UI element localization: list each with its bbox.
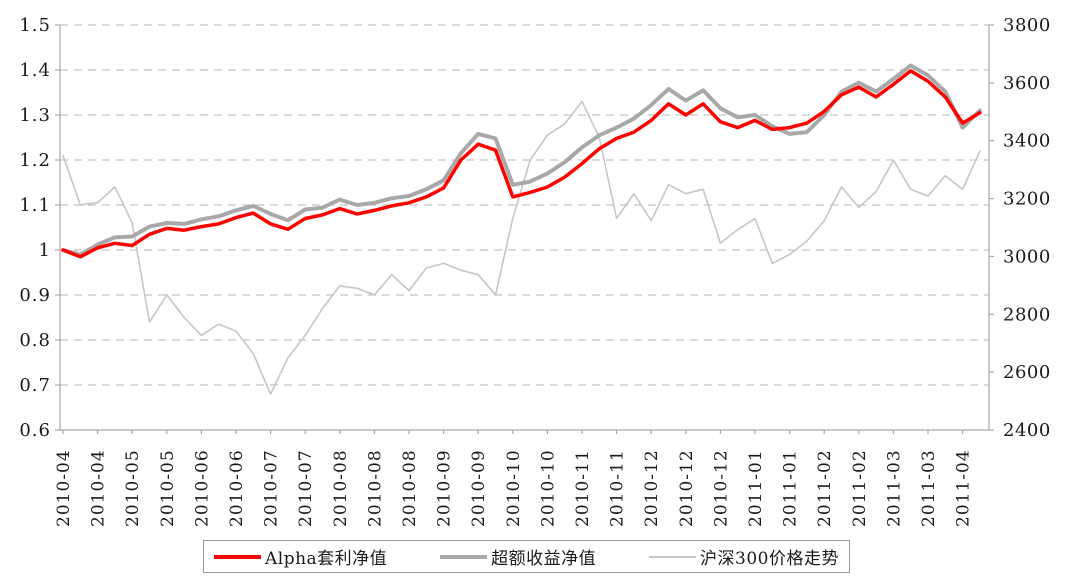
gridlines	[60, 24, 989, 386]
right-axis-tick-label: 3600	[1003, 73, 1051, 94]
series-line-超额收益净值	[61, 63, 982, 257]
right-axis-tick-label: 3200	[1003, 189, 1051, 210]
legend-item-excess: 超额收益净值	[440, 544, 596, 569]
right-axis-tick-label: 3400	[1003, 131, 1051, 152]
legend-line-sample-excess	[440, 554, 488, 559]
x-axis-tick-label: 2010-12	[642, 449, 662, 527]
x-axis-tick-label: 2010-11	[573, 449, 593, 527]
x-axis-tick-label: 2010-06	[192, 449, 212, 527]
left-axis-tick-label: 1.3	[19, 105, 51, 126]
legend-label-alpha: Alpha套利净值	[265, 549, 388, 569]
right-axis-tick-label: 3800	[1003, 15, 1051, 36]
left-axis-tick-label: 1.2	[19, 150, 51, 171]
x-axis-tick-label: 2010-09	[469, 449, 489, 527]
x-axis-tick-label: 2011-01	[746, 449, 766, 527]
legend-line-sample-alpha	[214, 554, 261, 559]
right-axis-tick-label: 2800	[1003, 304, 1051, 325]
x-axis-tick-label: 2011-03	[919, 449, 939, 527]
legend-label-excess: 超额收益净值	[491, 549, 597, 569]
right-axis-tick-label: 2600	[1003, 362, 1051, 383]
x-axis-tick-label: 2010-05	[123, 449, 143, 527]
x-axis-tick-label: 2010-08	[331, 449, 351, 527]
x-axis-tick-label: 2011-02	[815, 449, 835, 527]
left-axis-tick-label: 0.8	[19, 330, 51, 351]
x-axis-tick-label: 2010-07	[262, 449, 282, 527]
x-axis-tick-label: 2010-08	[365, 449, 385, 527]
x-axis-tick-label: 2010-07	[296, 449, 316, 527]
legend-label-csi300: 沪深300价格走势	[700, 549, 839, 569]
x-axis-tick-label: 2010-10	[538, 449, 558, 527]
x-axis-tick-label: 2011-02	[850, 449, 870, 527]
left-axis-tick-label: 1.1	[19, 195, 51, 216]
x-axis-tick-label: 2010-12	[711, 449, 731, 527]
x-axis-tick-label: 2011-01	[781, 449, 801, 527]
axis-tick-labels: 1.5 1.4 1.3 1.2 1.1 1 0.9 0.8 0.7 0.6 3800 3600 3400…	[19, 15, 1050, 527]
chart-legend: Alpha套利净值 超额收益净值 沪深300价格走势	[203, 540, 850, 573]
x-axis-tick-label: 2010-08	[400, 449, 420, 527]
axes	[55, 24, 994, 434]
left-axis-tick-label: 1.4	[19, 60, 51, 81]
left-axis-tick-label: 1.5	[19, 15, 51, 36]
left-axis-tick-label: 0.9	[19, 285, 51, 306]
series-line-Alpha套利净值	[61, 69, 982, 259]
right-axis-tick-label: 2400	[1003, 420, 1051, 441]
x-axis-tick-label: 2011-04	[954, 449, 974, 527]
x-axis-tick-label: 2010-04	[89, 449, 109, 527]
series-lines	[61, 63, 982, 395]
x-axis-tick-label: 2010-05	[158, 449, 178, 527]
x-axis-tick-label: 2010-04	[54, 449, 74, 527]
left-axis-tick-label: 1	[39, 240, 51, 261]
x-axis-tick-label: 2010-12	[677, 449, 697, 527]
x-axis-tick-label: 2010-06	[227, 449, 247, 527]
legend-item-alpha: Alpha套利净值	[214, 544, 387, 569]
x-axis-tick-label: 2010-10	[504, 449, 524, 527]
left-axis-tick-label: 0.6	[19, 420, 51, 441]
x-axis-tick-label: 2010-11	[608, 449, 628, 527]
legend-item-csi300: 沪深300价格走势	[649, 544, 839, 569]
x-axis-tick-label: 2011-03	[884, 449, 904, 527]
right-axis-tick-label: 3000	[1003, 246, 1051, 267]
left-axis-tick-label: 0.7	[19, 375, 51, 396]
x-axis-tick-label: 2010-09	[435, 449, 455, 527]
series-line-沪深300价格走势	[62, 100, 981, 395]
legend-line-sample-csi300	[649, 555, 697, 558]
